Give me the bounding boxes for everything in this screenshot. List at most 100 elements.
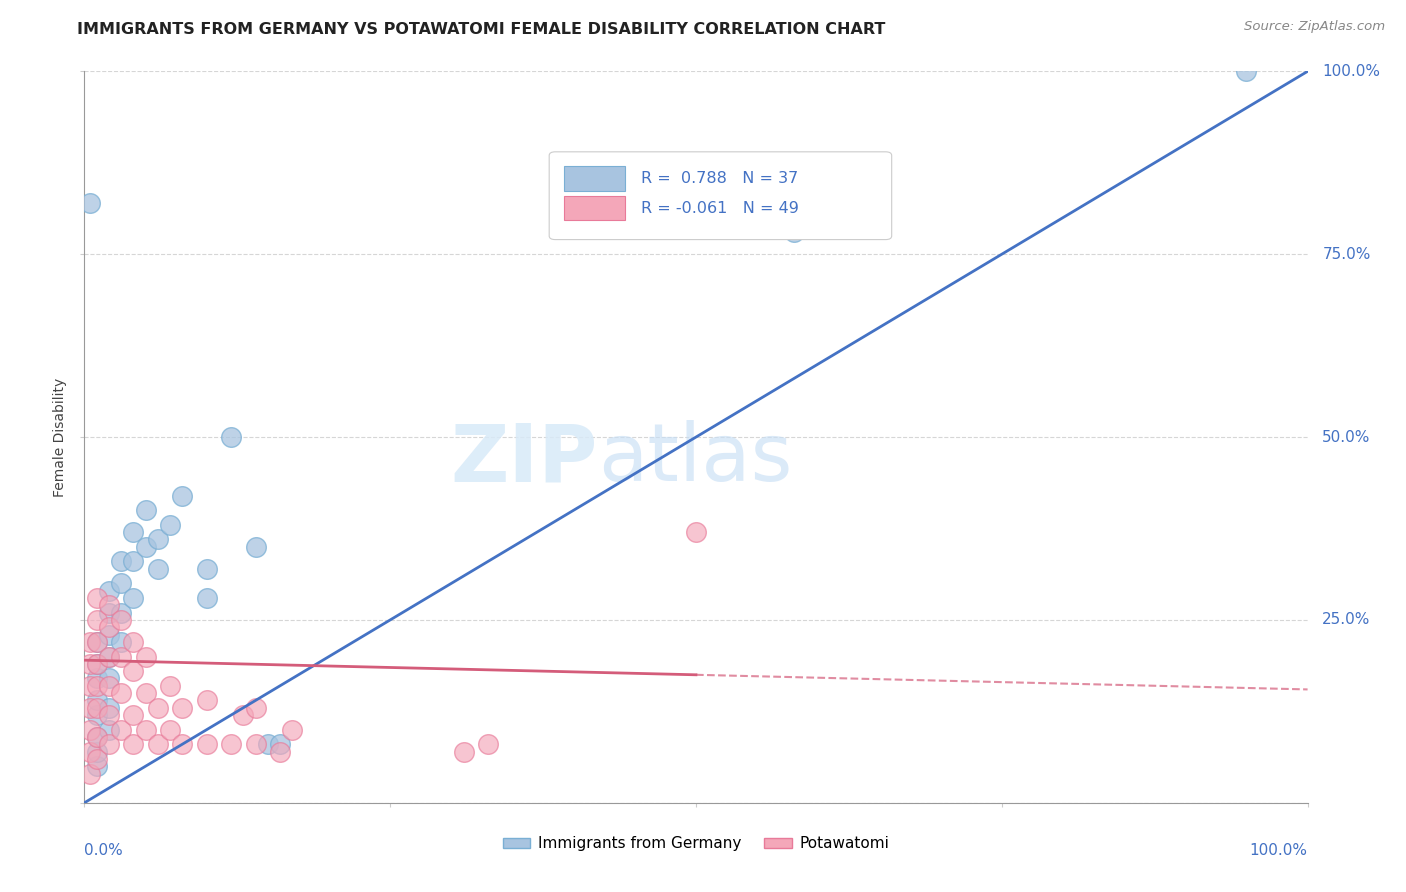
- Point: [97, 679, 120, 693]
- Point: [79, 635, 101, 649]
- Point: [195, 693, 218, 707]
- Text: R =  0.788   N = 37: R = 0.788 N = 37: [641, 171, 799, 186]
- Point: [97, 723, 120, 737]
- Text: 50.0%: 50.0%: [1322, 430, 1371, 444]
- Point: [86, 752, 108, 766]
- Point: [86, 730, 108, 744]
- Point: [195, 591, 218, 605]
- Point: [79, 657, 101, 671]
- Point: [195, 562, 218, 576]
- Point: [110, 606, 132, 620]
- Point: [269, 745, 291, 759]
- Point: [245, 737, 267, 751]
- Point: [97, 620, 120, 634]
- Point: [86, 745, 108, 759]
- Point: [122, 554, 145, 568]
- Point: [477, 737, 499, 751]
- Point: [97, 737, 120, 751]
- Point: [135, 503, 157, 517]
- Point: [79, 679, 101, 693]
- Point: [97, 599, 120, 613]
- Point: [86, 679, 108, 693]
- Point: [97, 672, 120, 686]
- Point: [195, 737, 218, 751]
- Point: [79, 700, 101, 714]
- Point: [122, 635, 145, 649]
- Point: [219, 737, 242, 751]
- Point: [97, 627, 120, 641]
- Text: 100.0%: 100.0%: [1322, 64, 1381, 78]
- Point: [122, 708, 145, 723]
- Point: [110, 686, 132, 700]
- Point: [172, 489, 194, 503]
- Point: [245, 700, 267, 714]
- Y-axis label: Female Disability: Female Disability: [53, 377, 67, 497]
- Point: [159, 679, 181, 693]
- Text: ZIP: ZIP: [451, 420, 598, 498]
- Point: [110, 649, 132, 664]
- Point: [97, 606, 120, 620]
- Text: R = -0.061   N = 49: R = -0.061 N = 49: [641, 201, 799, 216]
- Point: [110, 554, 132, 568]
- Point: [159, 517, 181, 532]
- Point: [135, 649, 157, 664]
- Point: [269, 737, 291, 751]
- Point: [122, 737, 145, 751]
- Point: [122, 664, 145, 678]
- Point: [122, 525, 145, 540]
- Point: [86, 613, 108, 627]
- Point: [135, 723, 157, 737]
- Point: [135, 686, 157, 700]
- Point: [86, 730, 108, 744]
- Point: [685, 525, 707, 540]
- Text: Source: ZipAtlas.com: Source: ZipAtlas.com: [1244, 20, 1385, 33]
- Text: atlas: atlas: [598, 420, 793, 498]
- Text: 25.0%: 25.0%: [1322, 613, 1371, 627]
- Point: [86, 700, 108, 714]
- Point: [97, 708, 120, 723]
- Point: [172, 737, 194, 751]
- Point: [172, 700, 194, 714]
- FancyBboxPatch shape: [564, 195, 626, 219]
- Point: [110, 635, 132, 649]
- Point: [86, 657, 108, 671]
- Text: IMMIGRANTS FROM GERMANY VS POTAWATOMI FEMALE DISABILITY CORRELATION CHART: IMMIGRANTS FROM GERMANY VS POTAWATOMI FE…: [77, 22, 886, 37]
- Point: [219, 430, 242, 444]
- Point: [86, 635, 108, 649]
- Point: [86, 693, 108, 707]
- Point: [159, 723, 181, 737]
- Point: [110, 576, 132, 591]
- Point: [110, 613, 132, 627]
- Point: [86, 708, 108, 723]
- Point: [97, 583, 120, 598]
- Point: [257, 737, 280, 751]
- Point: [146, 737, 169, 751]
- FancyBboxPatch shape: [564, 167, 626, 191]
- Point: [79, 766, 101, 780]
- Point: [79, 723, 101, 737]
- Point: [453, 745, 475, 759]
- Point: [135, 540, 157, 554]
- Point: [79, 196, 101, 211]
- Point: [146, 562, 169, 576]
- Text: 100.0%: 100.0%: [1250, 843, 1308, 858]
- Point: [86, 672, 108, 686]
- Point: [97, 649, 120, 664]
- Legend: Immigrants from Germany, Potawatomi: Immigrants from Germany, Potawatomi: [496, 830, 896, 857]
- Point: [232, 708, 254, 723]
- Point: [110, 723, 132, 737]
- Point: [97, 649, 120, 664]
- Point: [86, 635, 108, 649]
- Text: 75.0%: 75.0%: [1322, 247, 1371, 261]
- Text: 0.0%: 0.0%: [84, 843, 124, 858]
- Point: [146, 533, 169, 547]
- Point: [86, 759, 108, 773]
- Point: [783, 225, 806, 239]
- Point: [1236, 64, 1258, 78]
- Point: [79, 745, 101, 759]
- Point: [245, 540, 267, 554]
- FancyBboxPatch shape: [550, 152, 891, 240]
- Point: [97, 700, 120, 714]
- Point: [146, 700, 169, 714]
- Point: [122, 591, 145, 605]
